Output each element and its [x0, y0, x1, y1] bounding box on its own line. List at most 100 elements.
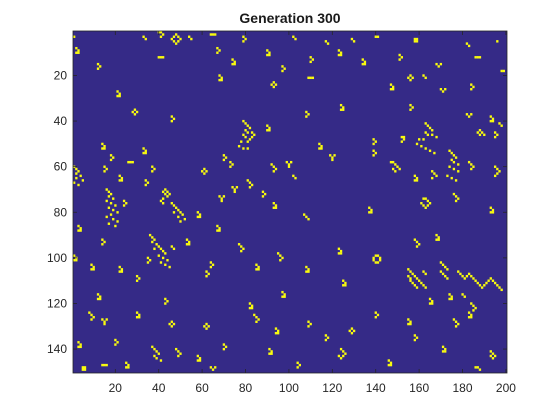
live-cell — [120, 179, 124, 182]
live-cell — [339, 108, 343, 111]
live-cell — [222, 195, 226, 198]
live-cell — [446, 268, 449, 271]
live-cell — [500, 69, 503, 73]
live-cell — [424, 76, 427, 80]
live-cell — [153, 347, 156, 351]
live-cell — [435, 238, 438, 241]
live-cell — [203, 167, 206, 171]
live-cell — [77, 229, 80, 232]
live-cell — [92, 316, 95, 319]
live-cell — [222, 347, 226, 351]
live-cell — [164, 192, 167, 196]
live-cell — [400, 135, 403, 139]
live-cell — [75, 46, 78, 50]
live-cell — [96, 67, 100, 70]
live-cell — [415, 240, 419, 244]
live-cell — [483, 284, 486, 287]
live-cell — [493, 174, 497, 178]
live-cell — [159, 56, 163, 59]
live-cell — [233, 62, 236, 66]
live-cell — [205, 322, 208, 326]
live-cell — [344, 284, 347, 287]
live-cell — [428, 302, 432, 305]
live-cell — [478, 56, 482, 59]
live-cell — [352, 329, 356, 333]
live-cell — [474, 56, 477, 59]
live-cell — [467, 44, 471, 48]
live-cell — [161, 56, 165, 59]
live-cell — [496, 167, 499, 171]
live-cell — [428, 202, 432, 205]
live-cell — [246, 147, 249, 150]
live-cell — [448, 297, 451, 301]
live-cell — [428, 149, 432, 152]
live-cell — [326, 336, 330, 339]
live-cell — [435, 233, 438, 237]
live-cell — [441, 350, 445, 353]
live-cell — [248, 181, 252, 184]
live-cell — [164, 297, 167, 301]
y-tick-label: 120 — [47, 296, 67, 310]
x-tick-label: 180 — [452, 381, 472, 395]
live-cell — [457, 322, 460, 326]
live-cell — [170, 320, 173, 323]
live-cell — [205, 274, 208, 278]
live-cell — [431, 300, 434, 303]
live-cell — [348, 329, 351, 333]
live-cell — [441, 263, 445, 266]
live-cell — [161, 197, 165, 200]
live-cell — [161, 202, 165, 205]
live-cell — [77, 224, 80, 228]
live-cell — [374, 261, 377, 264]
live-cell — [170, 37, 173, 41]
live-cell — [161, 190, 165, 194]
live-cell — [207, 325, 210, 328]
live-cell — [246, 140, 249, 143]
live-cell — [378, 256, 382, 260]
live-cell — [342, 279, 345, 282]
live-cell — [222, 154, 226, 157]
live-cell — [452, 160, 456, 164]
live-cell — [255, 316, 258, 319]
live-cell — [444, 88, 447, 91]
live-cell — [478, 368, 482, 371]
live-cell — [491, 119, 495, 123]
live-cell — [389, 363, 393, 367]
live-cell — [389, 83, 393, 86]
live-cell — [487, 279, 490, 282]
live-cell — [81, 368, 84, 371]
live-cell — [122, 199, 126, 203]
live-cell — [290, 160, 293, 164]
live-cell — [196, 359, 200, 362]
live-cell — [155, 350, 158, 353]
live-cell — [157, 56, 160, 59]
live-cell — [480, 286, 484, 289]
live-cell — [88, 311, 91, 314]
live-cell — [350, 327, 354, 330]
live-cell — [472, 304, 475, 308]
live-cell — [233, 188, 236, 191]
live-cell — [493, 131, 497, 134]
live-cell — [376, 261, 380, 264]
live-cell — [413, 40, 417, 43]
live-cell — [114, 343, 117, 346]
live-cell — [109, 154, 113, 157]
live-cell — [209, 261, 213, 264]
live-cell — [472, 277, 475, 280]
live-cell — [105, 215, 108, 219]
live-cell — [498, 122, 501, 125]
live-cell — [144, 179, 147, 182]
live-cell — [311, 76, 315, 80]
live-cell — [461, 274, 464, 278]
live-cell — [127, 363, 130, 367]
live-cell — [266, 49, 269, 52]
live-cell — [407, 322, 410, 326]
live-cell — [389, 361, 393, 365]
live-cell — [205, 270, 208, 273]
live-cell — [331, 156, 334, 159]
chart-title: Generation 300 — [239, 10, 340, 26]
live-cell — [441, 272, 445, 276]
live-cell — [268, 53, 271, 57]
live-cell — [161, 256, 165, 260]
live-cell — [159, 261, 163, 264]
